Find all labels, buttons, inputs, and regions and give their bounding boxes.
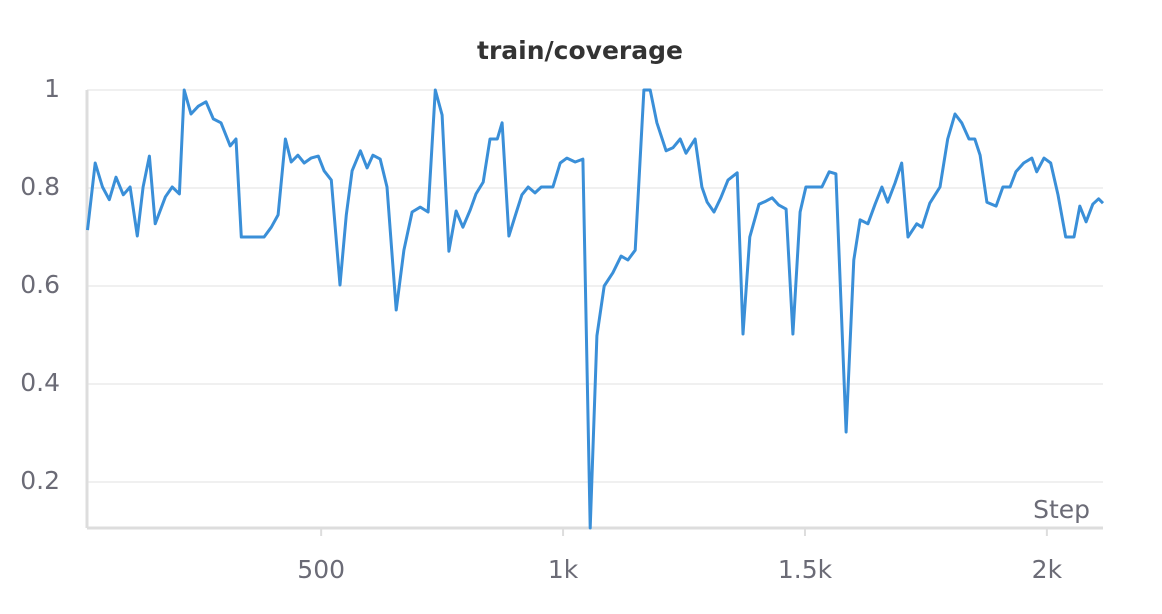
chart-title: train/coverage (477, 36, 683, 65)
y-tick-label: 0.8 (20, 172, 60, 201)
x-tick-label: 500 (297, 555, 345, 584)
y-tick-label: 0.6 (20, 270, 60, 299)
line-series (86, 88, 1105, 530)
x-tick-label: 1.5k (778, 555, 833, 584)
y-tick-label: 1 (44, 74, 60, 103)
y-tick-label: 0.4 (20, 368, 60, 397)
x-tick-label: 1k (548, 555, 579, 584)
x-tick-label: 2k (1032, 555, 1063, 584)
y-tick-label: 0.2 (20, 466, 60, 495)
x-axis-label: Step (1033, 495, 1090, 524)
